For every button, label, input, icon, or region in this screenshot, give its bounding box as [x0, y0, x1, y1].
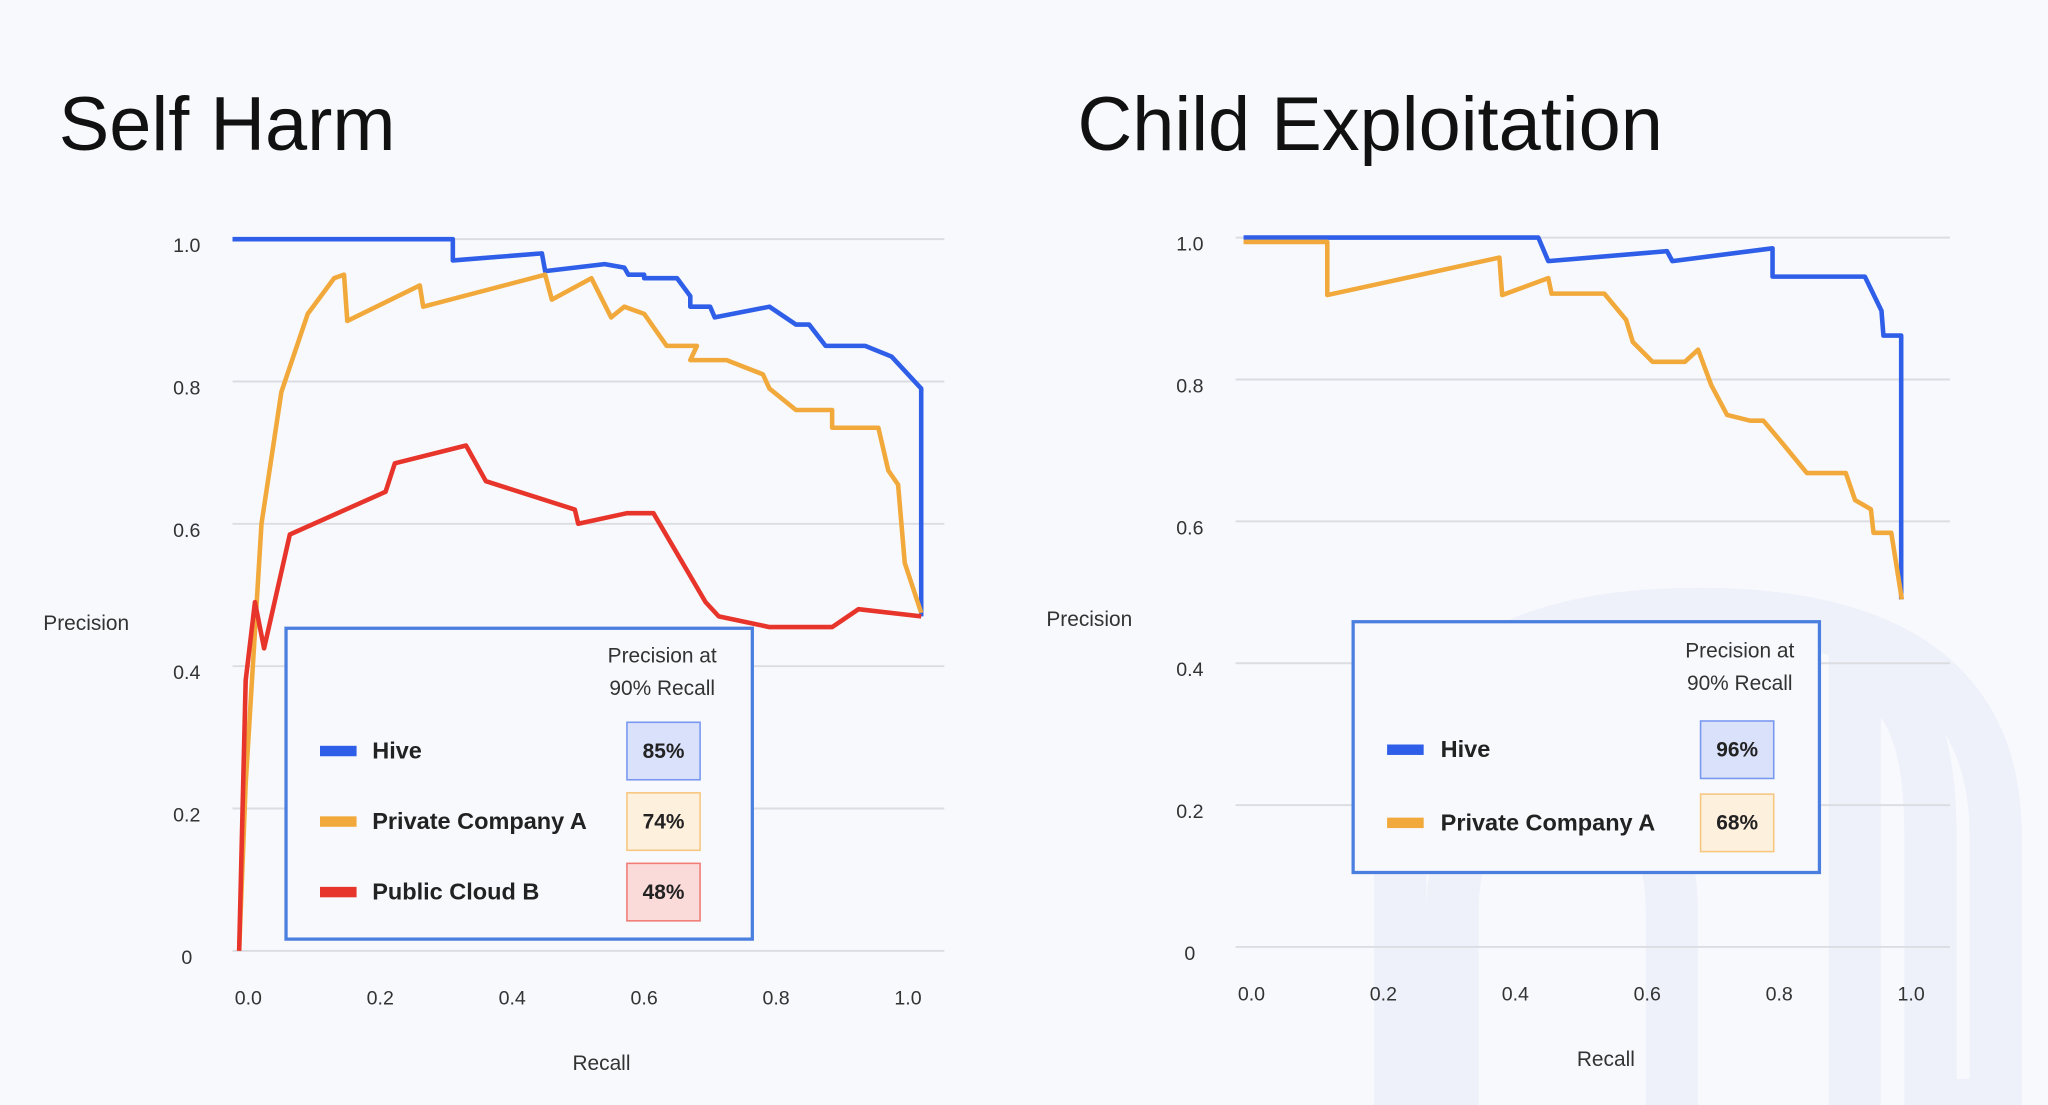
summary-box [626, 792, 701, 852]
legend-label: Private Company A [1441, 809, 1656, 835]
x-axis-label: Recall [572, 1052, 630, 1075]
series-line [232, 236, 924, 617]
summary-value: 74% [643, 810, 685, 833]
chart-title: Self Harm [59, 82, 396, 167]
y-tick-label: 1.0 [173, 235, 200, 257]
y-tick-label: 0.8 [1176, 376, 1203, 398]
x-tick-label: 0.0 [1238, 983, 1265, 1005]
y-tick-label: 0.2 [1176, 801, 1203, 823]
series-line [1243, 239, 1905, 600]
legend-label: Private Company A [372, 808, 587, 834]
summary-value: 48% [643, 881, 685, 904]
legend-swatch [320, 886, 357, 898]
legend-swatch [320, 745, 357, 757]
summary-box [1699, 720, 1775, 780]
chart-title: Child Exploitation [1078, 82, 1663, 167]
y-tick-label: 0 [1184, 943, 1195, 965]
x-tick-label: 0.2 [367, 987, 394, 1009]
x-tick-label: 0.2 [1370, 983, 1397, 1005]
x-tick-label: 0.4 [499, 987, 526, 1009]
legend-header: 90% Recall [609, 677, 715, 700]
legend-swatch [1387, 817, 1424, 829]
y-tick-label: 0 [181, 947, 192, 969]
y-tick-label: 0.6 [1176, 517, 1203, 539]
series-line [1243, 235, 1904, 600]
summary-value: 96% [1716, 739, 1758, 762]
legend-label: Hive [1441, 736, 1491, 762]
summary-value: 85% [643, 740, 685, 763]
y-axis-label: Precision [1046, 608, 1132, 631]
y-axis-label: Precision [43, 612, 129, 635]
x-tick-label: 0.8 [762, 987, 789, 1009]
x-tick-label: 0.8 [1766, 983, 1793, 1005]
legend-header: Precision at [608, 645, 717, 668]
legend-label: Public Cloud B [372, 879, 539, 905]
x-tick-label: 0.6 [1634, 983, 1661, 1005]
y-tick-label: 0.4 [173, 662, 200, 684]
x-tick-label: 1.0 [1898, 983, 1925, 1005]
legend-swatch [1387, 744, 1424, 755]
x-tick-label: 1.0 [894, 987, 921, 1009]
summary-box [626, 862, 701, 922]
y-tick-label: 0.4 [1176, 659, 1203, 681]
y-tick-label: 0.6 [173, 520, 200, 542]
x-tick-label: 0.4 [1502, 983, 1529, 1005]
series-line [236, 443, 922, 951]
legend-header: Precision at [1685, 639, 1794, 662]
y-tick-label: 0.2 [173, 805, 200, 827]
y-tick-label: 0.8 [173, 377, 200, 399]
summary-value: 68% [1716, 812, 1758, 835]
legend-label: Hive [372, 738, 422, 764]
x-tick-label: 0.6 [631, 987, 658, 1009]
summary-box [626, 721, 701, 781]
summary-box [1699, 793, 1775, 853]
legend-swatch [320, 816, 357, 827]
legend-header: 90% Recall [1687, 672, 1793, 695]
x-axis-label: Recall [1577, 1048, 1635, 1071]
series-line [236, 272, 924, 951]
x-tick-label: 0.0 [235, 987, 262, 1009]
y-tick-label: 1.0 [1176, 234, 1203, 256]
